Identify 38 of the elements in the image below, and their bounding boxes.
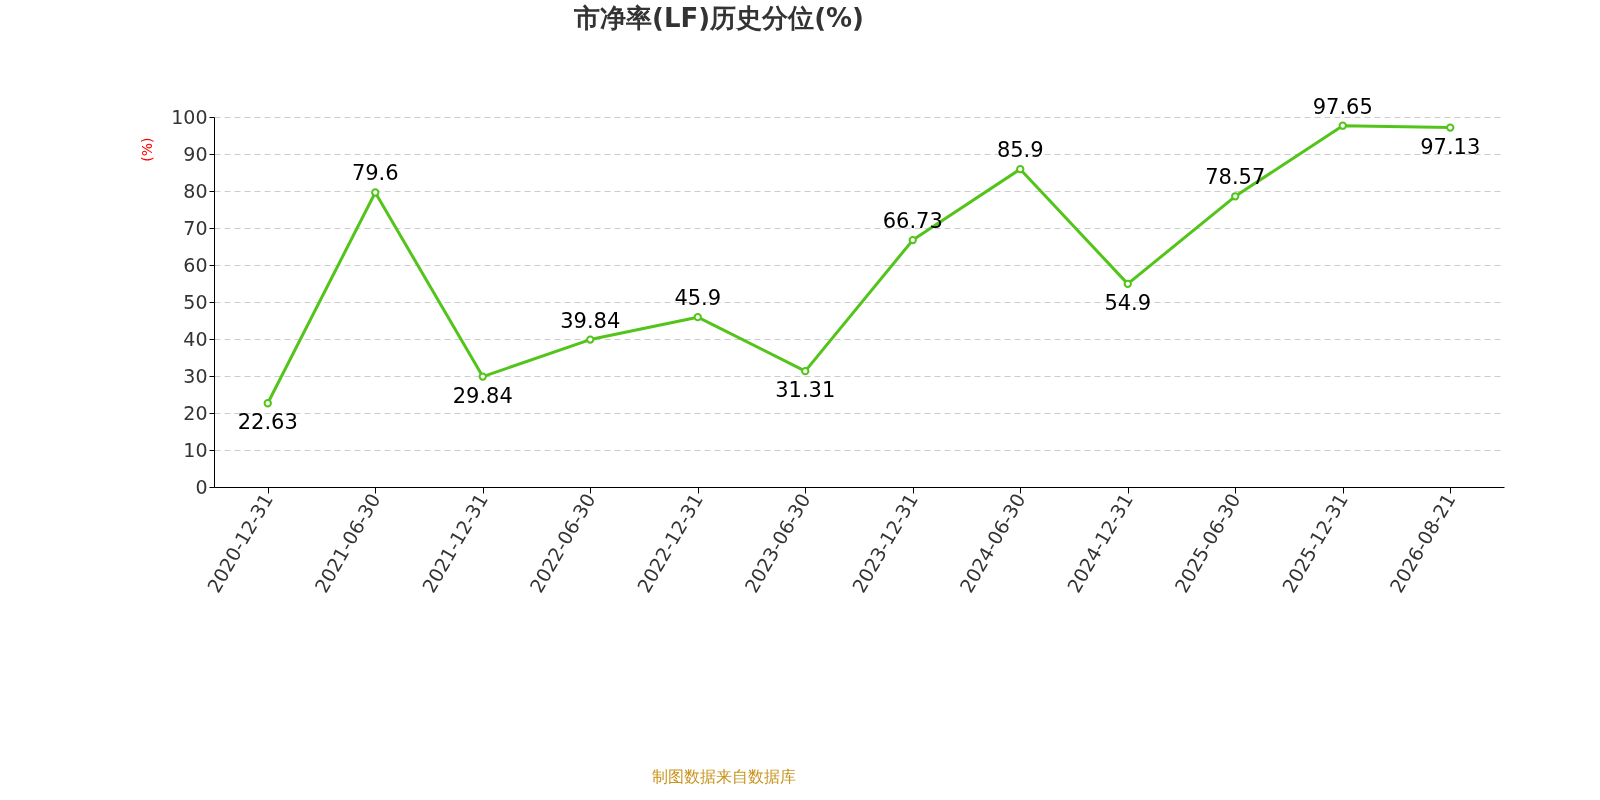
point <box>1446 123 1455 132</box>
y-tick-label: 40 <box>183 327 208 350</box>
y-tick-label: 90 <box>183 142 208 165</box>
text: 制图数据来自数据库 <box>652 767 796 786</box>
y-tick-label: 20 <box>183 401 208 424</box>
data-label: 31.31 <box>775 378 836 403</box>
point <box>1123 279 1132 289</box>
data-label: 39.84 <box>560 308 621 333</box>
y-tick-label: 50 <box>183 290 208 313</box>
data-label: 97.13 <box>1420 134 1481 159</box>
point <box>693 313 702 322</box>
point <box>1016 165 1025 174</box>
point <box>801 367 810 376</box>
y-tick-label: 70 <box>183 216 208 239</box>
y-tick-label: 0 <box>195 475 208 498</box>
y-tick-label: 10 <box>183 438 208 461</box>
data-label: 22.63 <box>237 410 298 435</box>
y-tick-label: 100 <box>171 105 208 128</box>
data-label: 97.65 <box>1312 94 1373 119</box>
y-tick-label: 80 <box>183 179 208 202</box>
point <box>263 399 272 408</box>
y-tick-label: 30 <box>183 364 208 387</box>
data-label: 29.84 <box>452 383 513 408</box>
data-label: 78.57 <box>1205 165 1266 190</box>
chart-title: 市净率(LF)历史分位(%) <box>573 2 864 33</box>
point <box>908 235 917 245</box>
data-label: 54.9 <box>1104 290 1152 315</box>
point <box>586 335 595 344</box>
point <box>1231 192 1240 201</box>
y-tick-label: 60 <box>183 253 208 276</box>
data-label: 79.6 <box>351 161 399 186</box>
point <box>1338 121 1347 130</box>
data-label: 66.73 <box>882 209 943 234</box>
data-label: 85.9 <box>996 138 1044 163</box>
point <box>478 372 487 381</box>
point <box>371 188 380 197</box>
data-label: 45.9 <box>674 286 722 311</box>
y-axis-title: (%) <box>138 137 155 162</box>
